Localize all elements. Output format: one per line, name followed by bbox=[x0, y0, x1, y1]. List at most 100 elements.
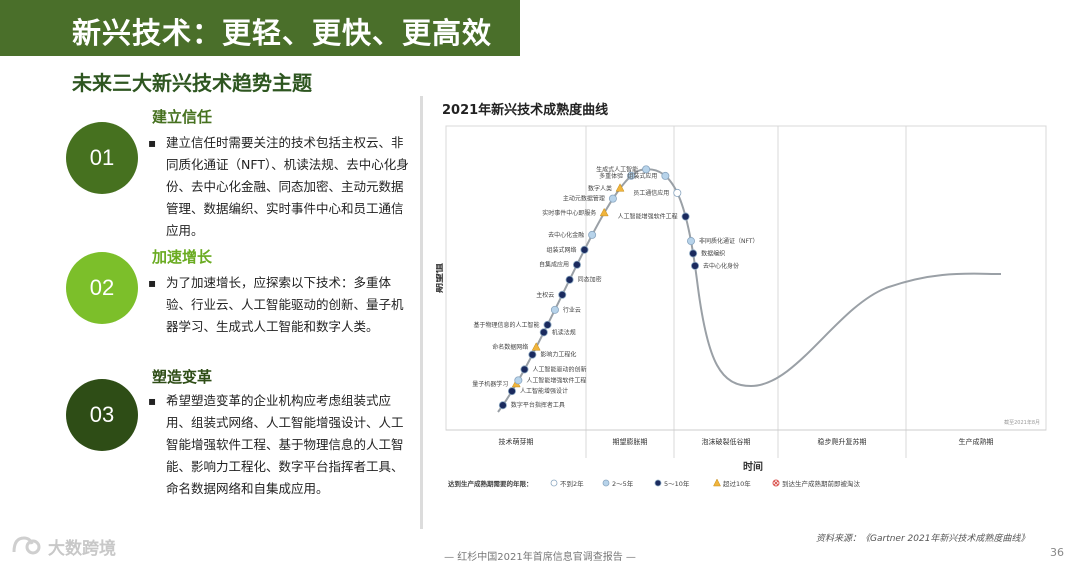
vertical-divider bbox=[420, 96, 423, 529]
tech-marker bbox=[681, 212, 690, 221]
section-bullet: ▪ 为了加速增长，应探索以下技术：多重体验、行业云、人工智能驱动的创新、量子机器… bbox=[148, 272, 412, 338]
legend-label: 不到2年 bbox=[560, 479, 584, 488]
tech-marker bbox=[528, 350, 537, 359]
tech-marker bbox=[520, 365, 529, 374]
page-number: 36 bbox=[1050, 546, 1064, 559]
legend-marker bbox=[773, 480, 779, 486]
phase-label: 稳步爬升复苏期 bbox=[818, 437, 867, 446]
tech-label: 同态加密 bbox=[578, 276, 602, 284]
tech-label: 影响力工程化 bbox=[540, 351, 576, 359]
tech-marker bbox=[514, 376, 523, 385]
section-subtitle: 未来三大新兴技术趋势主题 bbox=[72, 71, 312, 95]
phase-label: 技术萌芽期 bbox=[499, 437, 534, 446]
tech-marker bbox=[498, 401, 507, 410]
tech-marker bbox=[627, 171, 636, 180]
tech-marker bbox=[565, 275, 574, 284]
tech-marker bbox=[642, 165, 651, 174]
section-number-badge: 03 bbox=[66, 379, 138, 451]
watermark-text: 大数跨境 bbox=[48, 539, 116, 559]
theme-section-3: 03 塑造变革 ▪ 希望塑造变革的企业机构应考虑组装式应用、组装式网络、人工智能… bbox=[0, 362, 420, 502]
page-title: 新兴技术：更轻、更快、更高效 bbox=[72, 16, 493, 50]
legend-marker bbox=[654, 479, 662, 487]
tech-label: 主权云 bbox=[536, 291, 554, 299]
section-title: 建立信任 bbox=[152, 108, 213, 126]
watermark: 大数跨境 bbox=[10, 532, 150, 559]
legend-marker bbox=[550, 479, 558, 487]
legend-label: 到达生产成熟期前即被淘汰 bbox=[782, 479, 861, 488]
tech-marker bbox=[691, 261, 700, 270]
tech-label: 基于物理信息的人工智能 bbox=[474, 321, 540, 329]
tech-marker bbox=[661, 171, 670, 180]
bullet-icon: ▪ bbox=[148, 394, 157, 408]
tech-label: 去中心化金融 bbox=[548, 231, 584, 239]
tech-marker bbox=[615, 183, 625, 192]
tech-marker bbox=[543, 320, 552, 329]
tech-marker bbox=[673, 188, 682, 197]
tech-label: 组装式网络 bbox=[546, 246, 576, 254]
tech-label: 组装式应用 bbox=[627, 172, 657, 180]
tech-label: 人工智能驱动的创新 bbox=[532, 365, 586, 373]
tech-label: 人工智能增强软件工程 bbox=[526, 376, 586, 384]
tech-label: 员工通信应用 bbox=[633, 189, 669, 197]
tech-label: 自集成应用 bbox=[539, 261, 569, 269]
tech-marker bbox=[550, 305, 559, 314]
y-axis-label: 期望值 bbox=[436, 263, 445, 293]
report-footer: — 红杉中国2021年首席信息官调查报告 — bbox=[444, 552, 636, 563]
chart-copyright: 截至2021年8月 bbox=[1004, 419, 1040, 426]
tech-marker bbox=[580, 245, 589, 254]
plot-frame bbox=[445, 125, 1047, 431]
bullet-icon: ▪ bbox=[148, 136, 157, 150]
watermark-logo-icon bbox=[12, 536, 41, 555]
tech-label: 数字平台指挥者工具 bbox=[511, 401, 565, 409]
section-number-badge: 01 bbox=[66, 122, 138, 194]
tech-marker bbox=[558, 290, 567, 299]
tech-label: 数字人类 bbox=[588, 184, 612, 192]
tech-label: 行业云 bbox=[563, 306, 581, 314]
hype-curve bbox=[497, 168, 1002, 413]
section-bullet: ▪ 希望塑造变革的企业机构应考虑组装式应用、组装式网络、人工智能增强设计、人工智… bbox=[148, 390, 412, 500]
bullet-icon: ▪ bbox=[148, 276, 157, 290]
tech-label: 主动元数据管理 bbox=[563, 195, 605, 203]
tech-marker bbox=[686, 237, 695, 246]
chart-title: 2021年新兴技术成熟度曲线 bbox=[442, 103, 609, 118]
section-title: 塑造变革 bbox=[152, 368, 213, 386]
legend-label: 超过10年 bbox=[723, 479, 751, 488]
tech-label: 量子机器学习 bbox=[472, 380, 508, 388]
tech-label: 人工智能增强软件工程 bbox=[618, 213, 678, 221]
legend-title: 达到生产成熟期需要的年限： bbox=[448, 479, 533, 488]
section-number-badge: 02 bbox=[66, 252, 138, 324]
phase-label: 生产成熟期 bbox=[959, 437, 994, 446]
section-title: 加速增长 bbox=[152, 248, 213, 266]
source-note: 资料来源：《Gartner 2021年新兴技术成熟度曲线》 bbox=[816, 534, 1030, 544]
tech-label: 生成式人工智能 bbox=[596, 165, 638, 173]
x-axis-label: 时间 bbox=[743, 460, 763, 473]
legend-marker bbox=[602, 479, 610, 487]
phase-label: 泡沫破裂低谷期 bbox=[702, 437, 751, 446]
tech-marker bbox=[531, 342, 541, 351]
legend-label: 2～5年 bbox=[612, 479, 634, 488]
tech-marker bbox=[572, 260, 581, 269]
tech-label: 多重体验 bbox=[599, 172, 623, 180]
tech-marker bbox=[689, 249, 698, 258]
tech-marker bbox=[608, 194, 617, 203]
tech-label: 数据编织 bbox=[701, 249, 725, 257]
section-text: 为了加速增长，应探索以下技术：多重体验、行业云、人工智能驱动的创新、量子机器学习… bbox=[166, 275, 404, 334]
section-text: 希望塑造变革的企业机构应考虑组装式应用、组装式网络、人工智能增强设计、人工智能增… bbox=[166, 393, 404, 496]
tech-label: 命名数据网络 bbox=[492, 343, 528, 351]
tech-marker bbox=[539, 328, 548, 337]
legend-label: 5～10年 bbox=[664, 479, 690, 488]
tech-marker bbox=[588, 230, 597, 239]
section-text: 建立信任时需要关注的技术包括主权云、非同质化通证（NFT）、机读法规、去中心化身… bbox=[166, 135, 409, 238]
title-banner: 新兴技术：更轻、更快、更高效 bbox=[0, 0, 520, 56]
tech-label: 实时事件中心即服务 bbox=[542, 209, 596, 217]
tech-marker bbox=[599, 207, 609, 217]
section-bullet: ▪ 建立信任时需要关注的技术包括主权云、非同质化通证（NFT）、机读法规、去中心… bbox=[148, 132, 412, 242]
theme-section-1: 01 建立信任 ▪ 建立信任时需要关注的技术包括主权云、非同质化通证（NFT）、… bbox=[0, 96, 420, 238]
phase-label: 期望膨胀期 bbox=[613, 437, 648, 446]
tech-marker bbox=[507, 387, 516, 396]
tech-label: 人工智能增强设计 bbox=[520, 387, 568, 395]
tech-label: 机读法规 bbox=[552, 328, 576, 336]
theme-section-2: 02 加速增长 ▪ 为了加速增长，应探索以下技术：多重体验、行业云、人工智能驱动… bbox=[0, 242, 420, 342]
legend-marker bbox=[713, 478, 721, 487]
